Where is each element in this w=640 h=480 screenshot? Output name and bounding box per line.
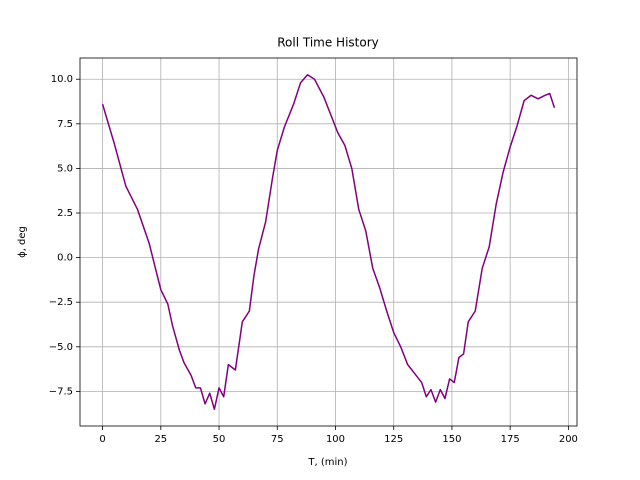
x-tick-label: 50 (213, 434, 226, 445)
y-tick-label: 7.5 (57, 119, 73, 130)
x-axis-label: T, (min) (307, 457, 347, 468)
y-tick-label: 10.0 (51, 74, 73, 85)
x-tick-label: 175 (501, 434, 520, 445)
chart-title: Roll Time History (277, 36, 379, 50)
y-tick-label: 5.0 (57, 163, 73, 174)
y-axis-label: ϕ, deg (17, 226, 28, 258)
x-tick-label: 125 (384, 434, 403, 445)
x-tick-label: 100 (326, 434, 345, 445)
y-tick-label: 0.0 (57, 253, 73, 264)
y-tick-label: 2.5 (57, 208, 73, 219)
x-tick-label: 75 (271, 434, 284, 445)
y-tick-label: −5.0 (49, 342, 73, 353)
x-tick-label: 150 (442, 434, 461, 445)
plot-frame (79, 57, 578, 427)
x-tick-label: 25 (154, 434, 167, 445)
x-tick-label: 200 (559, 434, 578, 445)
x-tick-label: 0 (99, 434, 105, 445)
y-tick-label: −7.5 (49, 386, 73, 397)
data-line (101, 74, 556, 410)
y-tick-label: −2.5 (49, 297, 73, 308)
